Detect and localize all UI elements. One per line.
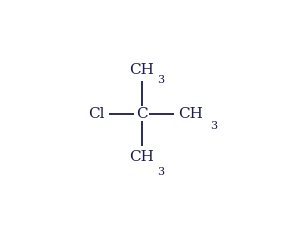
Text: 3: 3 — [210, 121, 218, 131]
Text: CH: CH — [179, 106, 203, 121]
Text: CH: CH — [129, 62, 154, 76]
Text: 3: 3 — [157, 167, 165, 177]
Text: C: C — [136, 106, 147, 121]
Text: 3: 3 — [157, 75, 165, 85]
Text: CH: CH — [129, 151, 154, 165]
Text: Cl: Cl — [88, 106, 104, 121]
